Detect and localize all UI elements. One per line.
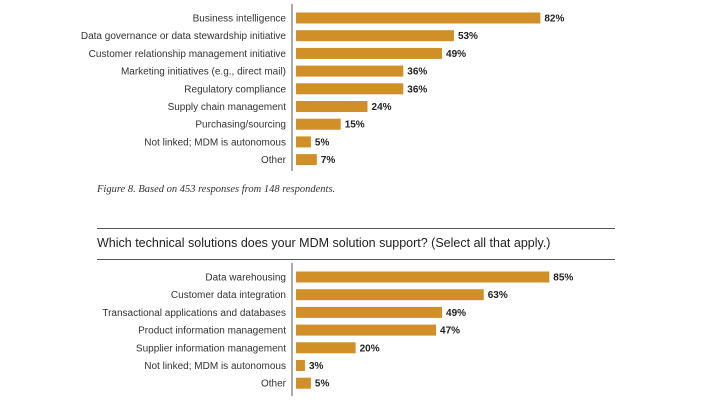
bar — [296, 360, 305, 371]
bar — [296, 47, 443, 59]
bar — [296, 306, 443, 318]
value-label: 5% — [315, 379, 330, 390]
value-label: 63% — [488, 290, 508, 301]
bar — [296, 136, 311, 148]
bar — [296, 154, 317, 166]
chart-title: Which technical solutions does your MDM … — [97, 236, 551, 250]
category-label: Other — [261, 379, 287, 390]
value-label: 49% — [446, 308, 466, 319]
category-label: Not linked; MDM is autonomous — [144, 137, 286, 148]
bar — [296, 324, 437, 336]
category-label: Business intelligence — [193, 14, 287, 25]
title-divider — [97, 259, 615, 260]
bar — [296, 65, 404, 77]
value-label: 24% — [372, 102, 392, 113]
category-label: Regulatory compliance — [184, 84, 286, 95]
chart-mdm-links: Business intelligence 82% Data governance … — [81, 4, 564, 171]
category-label: Supplier information management — [136, 343, 286, 354]
category-label: Data governance or data stewardship init… — [81, 31, 287, 42]
category-label: Customer relationship management initiat… — [89, 49, 287, 60]
value-label: 7% — [321, 155, 336, 166]
bar — [296, 342, 356, 354]
category-label: Purchasing/sourcing — [195, 120, 286, 131]
figure-caption: Figure 8. Based on 453 responses from 14… — [97, 184, 336, 195]
bar — [296, 30, 454, 42]
bar — [296, 118, 341, 130]
value-label: 3% — [309, 361, 324, 372]
category-label: Marketing initiatives (e.g., direct mail… — [121, 67, 286, 78]
category-label: Supply chain management — [168, 102, 287, 113]
category-label: Data warehousing — [205, 273, 286, 284]
bar — [296, 377, 311, 389]
value-label: 82% — [544, 14, 564, 25]
category-label: Customer data integration — [171, 290, 286, 301]
value-label: 49% — [446, 49, 466, 60]
value-label: 15% — [345, 120, 365, 131]
category-label: Not linked; MDM is autonomous — [144, 361, 286, 372]
value-label: 20% — [360, 343, 380, 354]
value-label: 5% — [315, 137, 330, 148]
section-divider — [97, 228, 615, 229]
bar — [296, 271, 550, 283]
value-label: 85% — [553, 273, 573, 284]
bar — [296, 289, 484, 301]
value-label: 53% — [458, 31, 478, 42]
category-label: Product information management — [138, 326, 286, 337]
bar — [296, 101, 368, 112]
value-label: 36% — [407, 84, 427, 95]
category-label: Other — [261, 155, 287, 166]
bar — [296, 83, 404, 95]
value-label: 47% — [440, 326, 460, 337]
value-label: 36% — [407, 67, 427, 78]
bar — [296, 12, 541, 24]
category-label: Transactional applications and databases — [102, 308, 286, 319]
